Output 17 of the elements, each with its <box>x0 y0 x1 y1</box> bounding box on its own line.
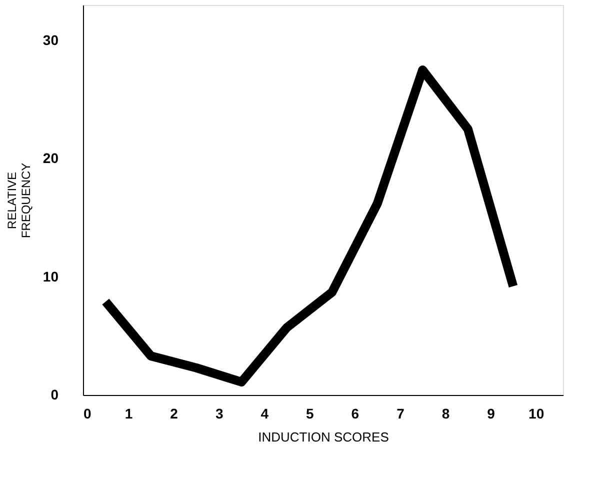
x-tick-label: 1 <box>124 406 133 422</box>
x-tick-label: 2 <box>170 406 178 422</box>
y-tick-label: 0 <box>50 386 59 402</box>
y-tick-label: 20 <box>42 150 59 166</box>
x-tick-label: 3 <box>215 406 224 422</box>
x-tick-label: 0 <box>84 406 92 422</box>
x-tick-label: 4 <box>260 406 269 422</box>
x-axis-title: INDUCTION SCORES <box>258 430 390 444</box>
x-tick-label: 6 <box>351 406 360 422</box>
y-tick-label: 10 <box>42 268 59 284</box>
y-tick-label: 30 <box>42 32 59 48</box>
x-tick-label: 7 <box>396 406 405 422</box>
x-tick-label: 10 <box>528 406 544 422</box>
x-tick-label: 5 <box>306 406 314 422</box>
y-axis-title: RELATIVE FREQUENCY <box>4 162 33 238</box>
x-tick-label: 8 <box>442 406 450 422</box>
x-tick-label: 9 <box>487 406 496 422</box>
